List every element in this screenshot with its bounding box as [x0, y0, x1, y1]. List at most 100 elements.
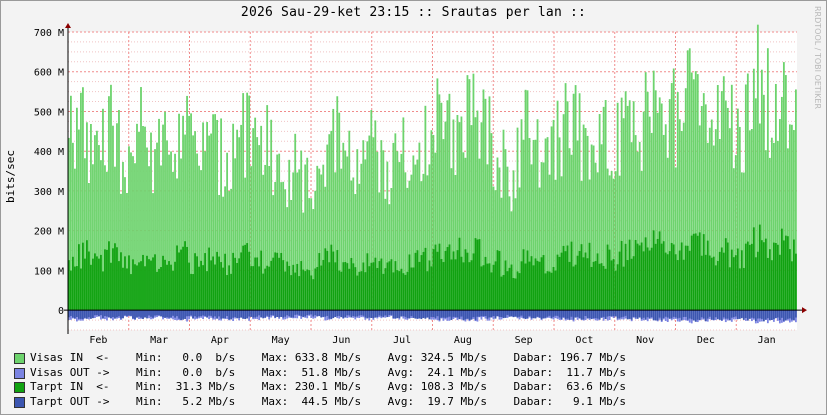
visas-in-bar	[520, 119, 523, 311]
visas-in-bar	[146, 147, 148, 311]
visas-in-bar	[596, 172, 599, 311]
tarpt-in-bar	[224, 253, 227, 311]
tarpt-out-bar	[200, 310, 202, 317]
tarpt-in-bar	[486, 263, 489, 311]
tarpt-out-bar	[236, 310, 239, 319]
tarpt-in-bar	[590, 266, 593, 311]
tarpt-in-bar	[438, 243, 441, 311]
tarpt-in-bar	[104, 249, 106, 311]
tarpt-in-bar	[766, 257, 769, 311]
tarpt-out-bar	[188, 310, 190, 317]
tarpt-in-bar	[126, 268, 128, 311]
visas-in-bar	[576, 140, 579, 311]
tarpt-out-bar	[468, 310, 471, 321]
visas-in-bar	[406, 187, 409, 311]
tarpt-out-bar	[84, 310, 86, 318]
visas-in-bar	[192, 135, 194, 311]
tarpt-out-bar	[294, 310, 297, 315]
tarpt-out-bar	[230, 310, 233, 320]
tarpt-out-bar	[170, 310, 172, 318]
tarpt-out-bar	[510, 310, 513, 317]
tarpt-out-bar	[256, 310, 259, 317]
visas-in-bar	[508, 196, 511, 311]
tarpt-out-bar	[498, 310, 501, 317]
visas-in-bar	[602, 106, 605, 311]
tarpt-in-bar	[778, 254, 781, 311]
visas-in-bar	[138, 131, 140, 311]
visas-in-bar	[686, 50, 689, 311]
visas-in-bar	[130, 152, 132, 311]
tarpt-out-bar	[196, 310, 198, 318]
tarpt-out-bar	[684, 310, 687, 317]
visas-in-bar	[754, 98, 757, 311]
visas-in-bar	[586, 135, 589, 311]
visas-in-bar	[224, 186, 227, 311]
visas-in-bar	[248, 95, 251, 311]
tarpt-in-bar	[334, 262, 337, 311]
tarpt-out-bar	[624, 310, 627, 316]
tarpt-out-bar	[176, 310, 178, 317]
tarpt-in-bar	[542, 255, 545, 311]
tarpt-in-bar	[134, 264, 136, 311]
tarpt-out-bar	[118, 310, 120, 317]
tarpt-out-bar	[556, 310, 559, 316]
tarpt-in-bar	[524, 263, 527, 311]
tarpt-out-bar	[440, 310, 443, 318]
tarpt-out-bar	[186, 310, 188, 317]
visas-in-bar	[244, 177, 247, 311]
tarpt-in-bar	[634, 240, 637, 311]
visas-in-bar	[72, 142, 74, 311]
tarpt-in-bar	[640, 242, 643, 311]
tarpt-in-bar	[150, 260, 152, 311]
tarpt-in-bar	[790, 261, 793, 311]
visas-in-bar	[264, 164, 267, 311]
tarpt-out-bar	[760, 310, 763, 319]
tarpt-in-bar	[734, 255, 737, 311]
tarpt-in-bar	[444, 250, 447, 311]
tarpt-in-bar	[630, 258, 633, 311]
tarpt-in-bar	[492, 264, 495, 311]
tarpt-in-bar	[764, 238, 767, 311]
visas-in-bar	[144, 126, 146, 311]
tarpt-in-bar	[580, 244, 583, 311]
visas-in-bar	[412, 155, 415, 311]
tarpt-in-bar	[588, 242, 591, 311]
tarpt-out-bar	[538, 310, 541, 318]
visas-in-bar	[426, 175, 429, 311]
tarpt-in-bar	[576, 255, 579, 311]
tarpt-out-bar	[636, 310, 639, 319]
visas-in-bar	[500, 197, 503, 311]
visas-in-bar	[756, 24, 759, 311]
tarpt-out-bar	[676, 310, 679, 319]
visas-in-bar	[216, 119, 218, 311]
tarpt-out-bar	[312, 310, 315, 317]
tarpt-in-bar	[638, 245, 641, 311]
visas-in-bar	[714, 129, 717, 311]
visas-in-bar	[574, 85, 577, 311]
tarpt-in-bar	[642, 251, 645, 311]
tarpt-in-bar	[680, 242, 683, 311]
visas-in-bar	[736, 108, 739, 311]
tarpt-in-bar	[398, 271, 401, 311]
tarpt-in-bar	[500, 276, 503, 311]
tarpt-out-bar	[528, 310, 531, 316]
tarpt-out-bar	[278, 310, 281, 318]
visas-in-bar	[608, 175, 611, 311]
visas-in-bar	[228, 191, 231, 311]
tarpt-out-bar	[750, 310, 753, 318]
tarpt-in-bar	[160, 267, 162, 311]
tarpt-out-bar	[146, 310, 148, 319]
tarpt-out-bar	[756, 310, 759, 319]
visas-in-bar	[70, 95, 72, 311]
tarpt-out-bar	[320, 310, 323, 318]
tarpt-out-bar	[420, 310, 423, 320]
tarpt-in-bar	[718, 251, 721, 311]
x-tick-label: Feb	[89, 335, 107, 345]
visas-in-bar	[298, 169, 301, 311]
tarpt-in-bar	[440, 259, 443, 311]
tarpt-out-bar	[228, 310, 231, 320]
tarpt-out-bar	[482, 310, 485, 317]
visas-in-bar	[458, 122, 461, 311]
tarpt-in-bar	[710, 257, 713, 311]
tarpt-in-bar	[152, 257, 154, 311]
